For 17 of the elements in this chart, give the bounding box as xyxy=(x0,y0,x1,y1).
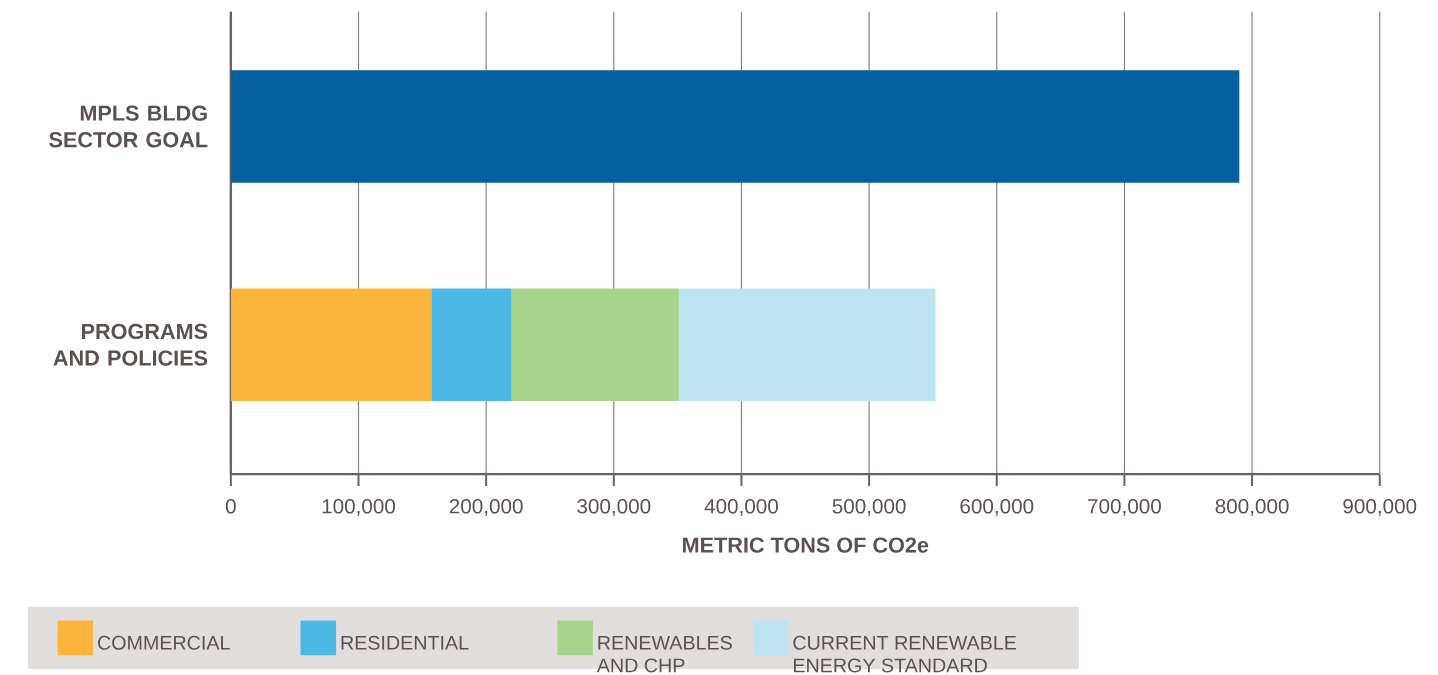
x-tick-label: 800,000 xyxy=(1215,499,1289,517)
x-tick-label: 0 xyxy=(225,499,236,514)
x-tick-label: 300,000 xyxy=(577,499,651,517)
legend-label: RENEWABLES AND CHP xyxy=(596,635,732,673)
x-axis-title: METRIC TONS OF CO2e xyxy=(683,537,929,553)
legend-label: RESIDENTIAL xyxy=(341,635,469,650)
legend-label: CURRENT RENEWABLE ENERGY STANDARD xyxy=(793,635,1017,673)
y-tick-label: PROGRAMS AND POLICIES xyxy=(53,323,208,366)
x-tick-label: 500,000 xyxy=(832,499,906,517)
legend-label: COMMERCIAL xyxy=(98,635,230,650)
x-tick-label: 200,000 xyxy=(449,499,523,517)
x-tick-label: 900,000 xyxy=(1343,499,1417,517)
y-tick-label: MPLS BLDG SECTOR GOAL xyxy=(49,105,208,148)
x-tick-label: 600,000 xyxy=(960,499,1034,517)
x-tick-label: 100,000 xyxy=(322,499,396,517)
x-tick-label: 700,000 xyxy=(1088,499,1161,517)
x-tick-label: 400,000 xyxy=(704,499,778,517)
